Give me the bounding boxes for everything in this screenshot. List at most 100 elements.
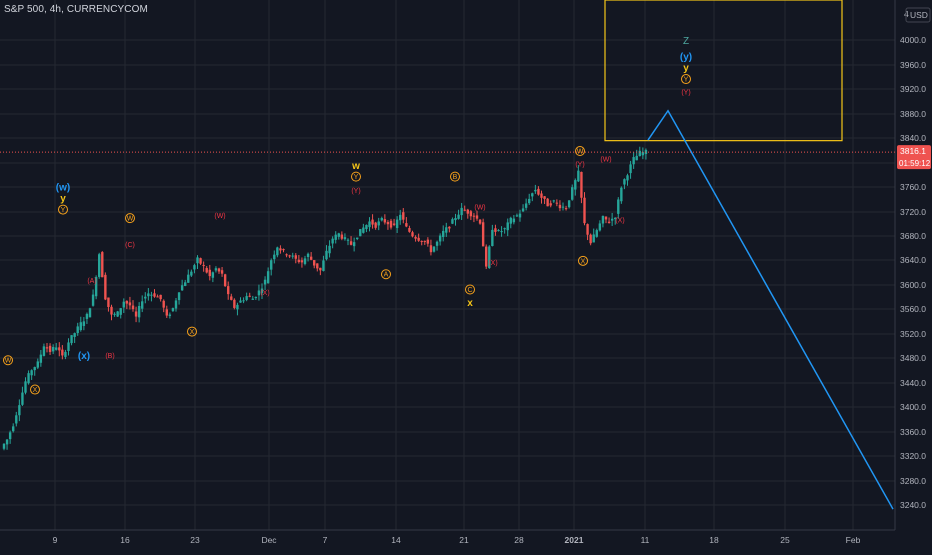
candle-body — [485, 246, 488, 267]
candle-body — [362, 227, 365, 233]
wave-label: (Y) — [681, 89, 690, 96]
symbol-header[interactable]: S&P 500, 4h, CURRENCYCOM — [4, 4, 148, 15]
wave-label-circle — [58, 204, 68, 215]
candle-body — [116, 311, 119, 317]
wave-label: X — [578, 255, 588, 266]
time-tick-label: Dec — [261, 535, 277, 545]
candle-body — [577, 170, 580, 182]
candle-body — [94, 277, 98, 297]
candle-body — [389, 220, 393, 228]
wave-label-text: (X) — [488, 260, 497, 267]
candle-body — [273, 254, 276, 260]
candle-body — [27, 373, 30, 384]
candle-body — [67, 342, 70, 351]
wave-label: A — [381, 269, 391, 280]
candle-body — [322, 260, 325, 271]
candle-body — [408, 228, 411, 232]
candle-body — [248, 295, 251, 297]
candle-body — [223, 274, 227, 287]
candle-body — [614, 217, 617, 220]
candle-body — [626, 175, 629, 181]
candle-body — [282, 249, 285, 251]
candle-body — [349, 241, 353, 245]
price-tick-label: 3560.0 — [900, 304, 926, 314]
candle-body — [193, 265, 196, 270]
wave-label: x — [467, 298, 473, 309]
currency-badge[interactable] — [905, 7, 931, 23]
candle-body — [134, 311, 138, 317]
price-axis-bg — [895, 0, 932, 550]
wave-label-circle — [30, 384, 40, 395]
wave-label-text: Y — [684, 76, 689, 83]
candle-body — [48, 345, 52, 352]
wave-label: (B) — [105, 353, 114, 360]
candle-body — [205, 268, 208, 273]
candle-body — [55, 347, 58, 350]
candle-body — [254, 296, 258, 299]
countdown-label: 01:59:12 — [899, 159, 931, 168]
candle-body — [435, 241, 439, 246]
candle-body — [202, 265, 205, 267]
candle-body — [463, 209, 466, 211]
wave-label: (A) — [87, 278, 96, 285]
time-tick-label: 18 — [709, 535, 719, 545]
candle-body — [469, 211, 473, 217]
candle-body — [337, 233, 340, 237]
wave-label-text: W — [577, 148, 584, 155]
wave-label: C — [465, 284, 475, 295]
wave-label-text: (C) — [125, 242, 135, 249]
candle-body — [306, 253, 310, 258]
wave-label-circle — [351, 171, 361, 182]
wave-label-text: C — [467, 287, 472, 294]
candle-body — [276, 247, 279, 256]
wave-label-circle — [450, 171, 460, 182]
target-box[interactable] — [604, 0, 843, 142]
candle-body — [346, 239, 350, 241]
candle-body — [601, 215, 605, 224]
wave-label-text: (X) — [260, 290, 269, 297]
candle-body — [122, 301, 125, 308]
candle-body — [211, 272, 215, 278]
wave-label-text: (w) — [56, 183, 70, 194]
candle-body — [521, 208, 525, 212]
wave-label: Z — [683, 36, 689, 47]
wave-label: (Y) — [575, 161, 584, 168]
candle-body — [552, 200, 555, 202]
candle-body — [227, 286, 230, 295]
wave-label-text: (y) — [680, 52, 692, 63]
candle-body — [457, 214, 460, 219]
candle-body — [70, 335, 73, 344]
candle-body — [12, 426, 15, 432]
candle-body — [371, 219, 374, 225]
wave-label-text: (Y) — [575, 161, 584, 168]
candle-body — [104, 274, 107, 300]
candle-body — [233, 299, 236, 308]
candle-body — [113, 313, 116, 315]
candle-body — [165, 309, 168, 316]
candle-body — [414, 236, 417, 239]
wave-label-circle — [465, 284, 475, 295]
candle-body — [285, 254, 288, 256]
candle-body — [515, 215, 519, 217]
candle-body — [528, 198, 531, 204]
candle-body — [583, 197, 586, 224]
wave-label: (x) — [78, 351, 90, 362]
projection-line[interactable] — [647, 109, 894, 510]
candle-body — [147, 293, 150, 297]
wave-label-text: (Y) — [351, 188, 360, 195]
candle-body — [580, 171, 583, 198]
candle-body — [512, 218, 516, 223]
candle-body — [294, 255, 297, 259]
candle-body — [82, 321, 86, 326]
candle-body — [472, 215, 476, 217]
candle-body — [340, 234, 344, 239]
candle-body — [45, 347, 49, 349]
price-tick-label: 3920.0 — [900, 84, 926, 94]
wave-label: w — [351, 161, 360, 172]
candle-body — [208, 269, 211, 277]
wave-label-text: (A) — [87, 278, 96, 285]
candle-body — [239, 300, 242, 303]
wave-label-text: y — [60, 193, 66, 204]
candle-body — [500, 231, 503, 233]
